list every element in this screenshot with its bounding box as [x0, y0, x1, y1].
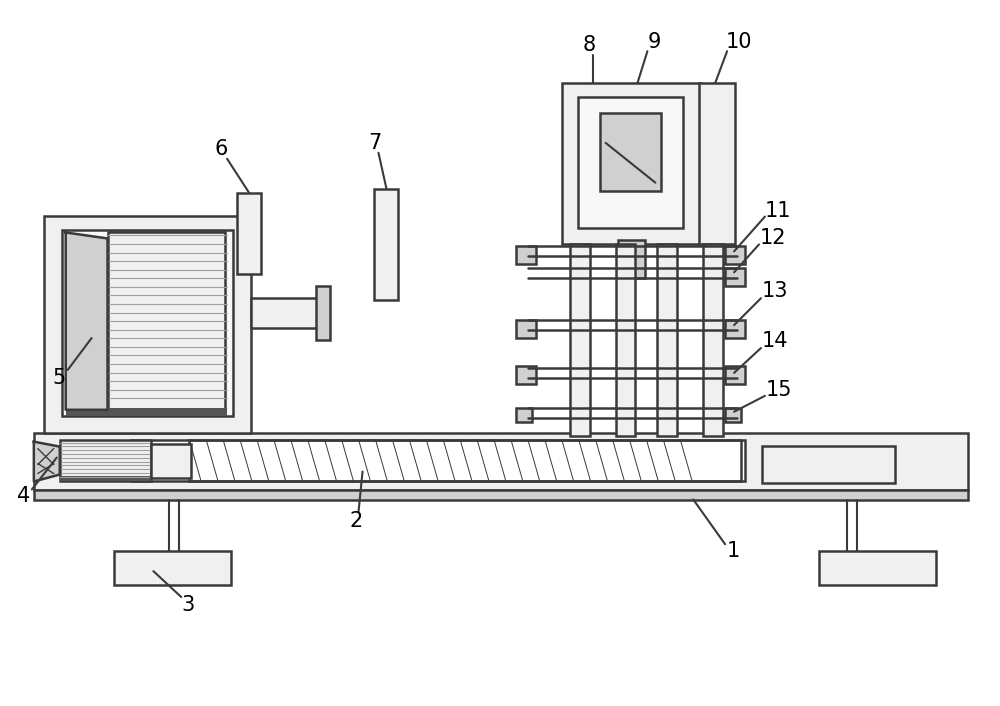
Bar	[114, 551, 231, 585]
Bar	[618, 241, 645, 278]
Text: 12: 12	[760, 229, 786, 249]
Bar	[725, 408, 741, 421]
Bar	[34, 491, 968, 501]
Bar	[237, 193, 261, 275]
Bar	[34, 433, 968, 491]
Bar	[516, 366, 536, 384]
Bar	[516, 408, 532, 421]
Bar	[819, 551, 936, 585]
Bar	[60, 476, 151, 481]
Text: 14: 14	[762, 331, 788, 351]
Bar	[725, 366, 745, 384]
Polygon shape	[66, 232, 108, 409]
Bar	[62, 230, 233, 416]
Text: 6: 6	[214, 139, 228, 159]
Bar	[600, 113, 661, 191]
Text: 9: 9	[648, 32, 661, 52]
Text: 10: 10	[726, 32, 752, 52]
Text: 7: 7	[368, 133, 381, 152]
Bar	[578, 97, 683, 229]
Bar	[251, 298, 317, 328]
Polygon shape	[34, 442, 60, 481]
Bar	[616, 244, 635, 436]
Bar	[66, 408, 227, 416]
Text: 2: 2	[350, 511, 363, 532]
Bar	[131, 440, 745, 481]
Bar	[316, 286, 330, 340]
Bar	[725, 320, 745, 338]
Text: 1: 1	[726, 542, 740, 561]
Text: 3: 3	[182, 595, 195, 615]
Text: 13: 13	[762, 281, 788, 301]
Bar	[657, 244, 677, 436]
Bar	[699, 83, 735, 244]
Bar	[703, 244, 723, 436]
Bar	[108, 232, 225, 409]
Bar	[725, 246, 745, 264]
Bar	[570, 244, 590, 436]
Text: 4: 4	[17, 486, 31, 506]
Bar	[516, 246, 536, 264]
Bar	[562, 83, 701, 244]
Bar	[762, 445, 895, 484]
Text: 8: 8	[583, 35, 596, 55]
Bar	[60, 440, 151, 481]
Text: 11: 11	[765, 201, 791, 220]
Bar	[374, 189, 398, 300]
Bar	[725, 268, 745, 286]
Bar	[516, 320, 536, 338]
Bar	[189, 440, 741, 481]
Text: 15: 15	[766, 380, 792, 400]
Bar	[44, 215, 251, 433]
Text: 5: 5	[52, 368, 65, 388]
Bar	[151, 443, 191, 477]
